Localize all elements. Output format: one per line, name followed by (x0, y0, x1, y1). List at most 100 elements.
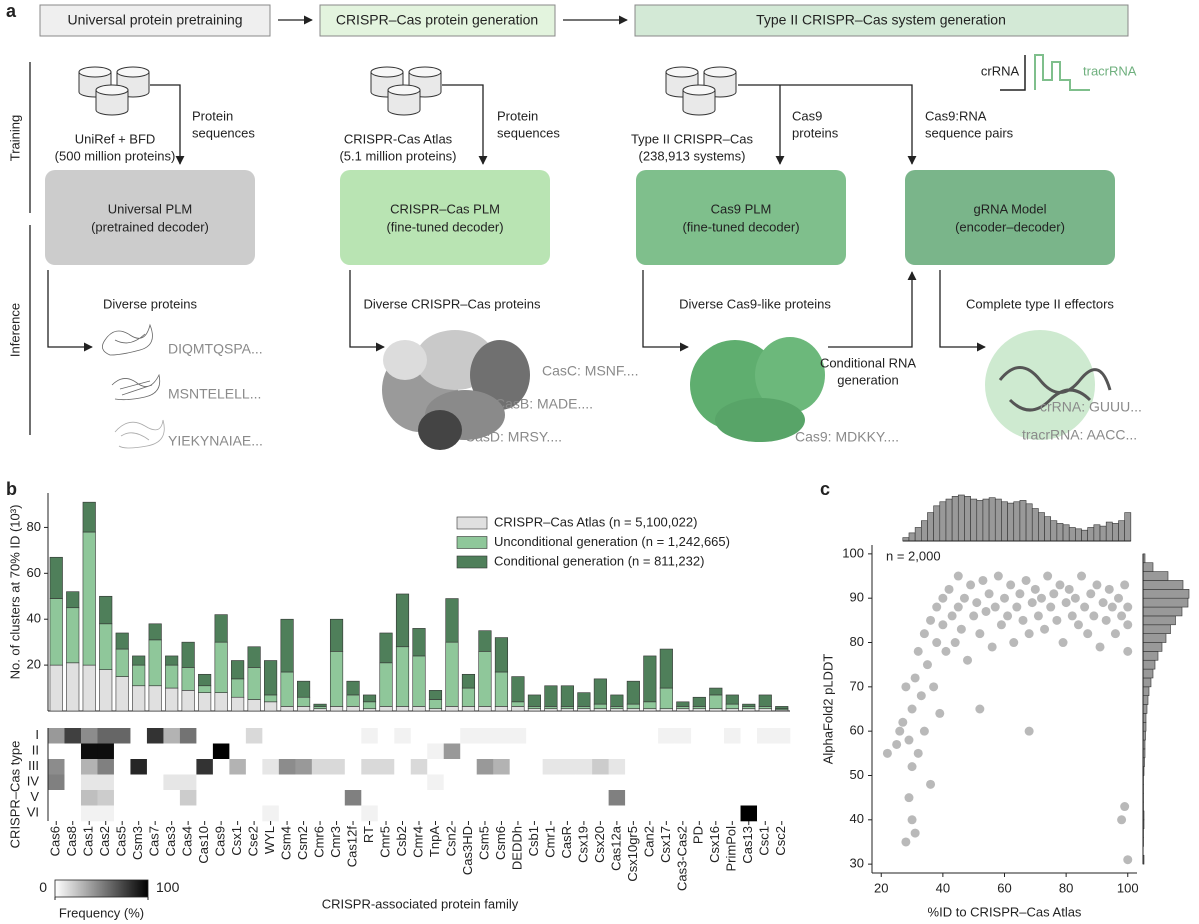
sequence: MSNTELELL... (168, 386, 261, 402)
heatmap-cell (146, 774, 164, 791)
heatmap-cell (179, 743, 197, 760)
heatmap-cell (97, 805, 115, 822)
bar-segment (461, 687, 476, 707)
point (926, 779, 936, 789)
heatmap-cell (476, 728, 494, 744)
point (907, 815, 917, 825)
heatmap-cell (113, 759, 131, 775)
heatmap-cell (410, 759, 428, 775)
heatmap-cell (394, 774, 412, 791)
point (953, 602, 963, 612)
crrna-glyph (1000, 55, 1026, 91)
bar-segment (577, 708, 591, 712)
heatmap-cell (691, 805, 708, 822)
heatmap-cell (493, 805, 510, 822)
row-label: I (35, 727, 39, 742)
histogram-bar (908, 532, 916, 542)
bar-segment (577, 692, 591, 707)
heatmap-cell (476, 805, 494, 822)
histogram-bar (1142, 686, 1150, 697)
heatmap-cell (377, 743, 395, 760)
heatmap-cell (509, 774, 527, 791)
heatmap-cell (691, 774, 708, 791)
histogram-bar (1142, 571, 1169, 581)
heatmap-cell (196, 759, 214, 775)
heatmap-cell (575, 790, 593, 806)
bar-segment (461, 673, 476, 689)
point (919, 629, 929, 639)
bar-segment (527, 694, 541, 707)
point (1024, 629, 1034, 639)
heatmap-cell (80, 790, 98, 806)
heatmap-cell (377, 790, 395, 806)
bar-segment (362, 701, 377, 710)
bar-segment (659, 648, 673, 689)
point (996, 620, 1006, 630)
sequence: crRNA: GUUU... (1040, 399, 1142, 415)
input-label: Protein (192, 108, 233, 123)
bar-segment (742, 703, 756, 707)
heatmap-cell (658, 743, 675, 760)
stage-box (319, 4, 556, 37)
bar-segment (428, 690, 443, 700)
heatmap-cell (559, 728, 576, 744)
row-label: VI (27, 805, 39, 820)
heatmap-cell (377, 805, 395, 822)
point (1123, 855, 1133, 865)
x-tick-label: Cas13 (740, 826, 755, 864)
conditional-label: Conditional RNA (820, 355, 916, 370)
point (1095, 642, 1105, 652)
point (1009, 638, 1019, 648)
heatmap-cell (262, 790, 280, 806)
arrow (47, 270, 93, 352)
heatmap-cell (427, 790, 445, 806)
point (1033, 611, 1043, 621)
heatmap-cell (443, 759, 461, 775)
point (972, 598, 982, 608)
x-tick-label: Cas2 (97, 826, 112, 856)
histogram-bar (1105, 521, 1113, 542)
heatmap-cell (575, 743, 593, 760)
x-tick-label: TnpA (427, 826, 442, 857)
point (919, 726, 929, 736)
stage-label: Type II CRISPR–Cas system generation (756, 12, 1006, 28)
point (1043, 571, 1053, 581)
heatmap-cell (526, 728, 543, 744)
x-tick-label: Csm2 (295, 826, 310, 860)
bar-segment (610, 706, 624, 710)
model-box (636, 170, 846, 265)
x-tick-label: Csm5 (476, 826, 491, 860)
heatmap-cell (625, 743, 642, 760)
heatmap-cell (130, 759, 148, 775)
heatmap-cell (295, 759, 313, 775)
point (907, 762, 917, 772)
histogram-bar (1142, 615, 1176, 626)
heatmap-cell (196, 743, 214, 760)
heatmap-cell (113, 805, 131, 822)
row-label: II (32, 743, 39, 758)
annotation: n = 2,000 (886, 548, 941, 563)
bar-segment (593, 703, 607, 710)
heatmap-cell (311, 790, 329, 806)
x-tick-label: Can2 (641, 826, 656, 857)
legend-swatch (456, 555, 488, 569)
bar-segment (247, 699, 261, 712)
bar-segment (82, 501, 96, 533)
input-label: sequence pairs (925, 125, 1014, 140)
bar-segment (362, 694, 377, 703)
x-axis-label: CRISPR-associated protein family (322, 896, 519, 911)
heatmap-cell (278, 759, 296, 775)
heatmap-cell (113, 774, 131, 791)
rna-legend: crRNA (981, 63, 1020, 78)
heatmap-cell (773, 790, 791, 806)
point (938, 593, 948, 603)
bar-segment (659, 708, 673, 712)
heatmap-cell (608, 790, 626, 806)
point (1120, 802, 1130, 812)
heatmap-cell (757, 805, 774, 822)
heatmap-cell (64, 728, 82, 744)
heatmap-cell (724, 759, 741, 775)
bar-segment (165, 687, 179, 712)
heatmap-cell (641, 774, 659, 791)
row-label: V (30, 789, 39, 804)
